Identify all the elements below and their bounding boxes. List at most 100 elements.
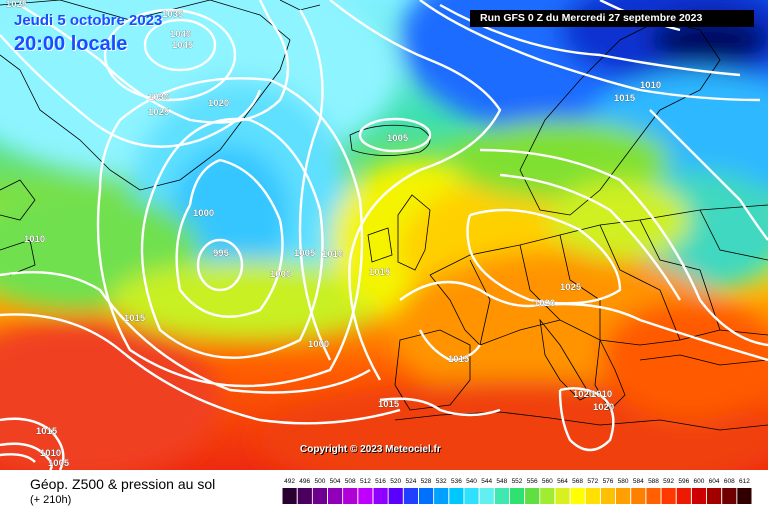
isobar-label: 1005: [48, 458, 70, 469]
isobar-label: 1000: [308, 339, 329, 350]
legend-value: 524: [405, 478, 416, 485]
legend-swatch: [494, 488, 509, 504]
legend-value: 544: [481, 478, 492, 485]
legend-swatch: [434, 488, 449, 504]
isobar-label: 1010: [640, 80, 661, 91]
legend-value: 528: [421, 478, 432, 485]
legend-value: 600: [693, 478, 704, 485]
isobar-label: 1025: [6, 0, 28, 10]
legend-swatch: [676, 488, 691, 504]
legend-swatch: [464, 488, 479, 504]
legend-value: 596: [678, 478, 689, 485]
legend-value: 540: [466, 478, 477, 485]
isobar-label: 1015: [378, 399, 400, 410]
legend-swatch: [540, 488, 555, 504]
lead-time: (+ 210h): [30, 494, 72, 506]
legend-swatch: [585, 488, 600, 504]
legend-value: 552: [512, 478, 523, 485]
legend-swatch: [358, 488, 373, 504]
legend-value: 548: [496, 478, 507, 485]
legend-value: 504: [330, 478, 341, 485]
legend-swatch: [570, 488, 585, 504]
legend-swatch: [555, 488, 570, 504]
legend-swatch: [297, 488, 312, 504]
geopotential-field: 1025 1035 1040 1045 1030 1025 1020 1005 …: [0, 0, 768, 470]
legend-value: 572: [587, 478, 598, 485]
legend-swatch: [525, 488, 540, 504]
isobar-label: 1025: [148, 107, 170, 118]
legend-value: 608: [724, 478, 735, 485]
isobar-labels: 1025 1035 1040 1045 1030 1025 1020 1005 …: [6, 0, 661, 469]
legend-swatch: [343, 488, 358, 504]
legend-value: 612: [739, 478, 750, 485]
isobar-label: 1010: [40, 448, 61, 459]
legend-value: 516: [375, 478, 386, 485]
legend-value: 568: [572, 478, 583, 485]
legend-swatch: [661, 488, 676, 504]
legend-swatch: [600, 488, 616, 504]
legend-swatch: [312, 488, 327, 504]
isobar-label: 1045: [172, 40, 194, 51]
legend-swatch: [707, 488, 722, 504]
isobar-label: 1035: [162, 9, 184, 20]
isobar-label: 1015: [124, 313, 146, 324]
legend-swatch: [282, 488, 297, 504]
legend-swatch: [449, 488, 464, 504]
legend-value: 564: [557, 478, 568, 485]
isobar-label: 1020: [208, 98, 229, 109]
legend-value: 492: [284, 478, 295, 485]
isobar-label: 1010: [24, 234, 45, 245]
isobar-label: 1005: [387, 133, 409, 144]
legend-value: 500: [314, 478, 325, 485]
legend-swatch: [373, 488, 388, 504]
legend-swatch: [388, 488, 403, 504]
legend-value: 604: [709, 478, 720, 485]
isobar-label: 1015: [614, 93, 636, 104]
legend-swatch: [646, 488, 661, 504]
run-info-banner: Run GFS 0 Z du Mercredi 27 septembre 202…: [470, 10, 754, 27]
weather-map: 1025 1035 1040 1045 1030 1025 1020 1005 …: [0, 0, 768, 470]
legend-value: 508: [345, 478, 356, 485]
color-scale-legend: 492 496 500 504 508 512 516 520 524 528 532 536 540 5…: [282, 478, 752, 504]
isobar-label: 1015: [448, 354, 470, 365]
footer: Géop. Z500 & pression au sol (+ 210h) 49…: [0, 470, 768, 512]
legend-swatch: [691, 488, 707, 504]
isobar-label: 1030: [148, 92, 169, 103]
legend-value: 592: [663, 478, 674, 485]
legend-value: 556: [527, 478, 538, 485]
legend-value: 576: [603, 478, 614, 485]
legend-swatch: [328, 488, 343, 504]
isobar-label: 995: [213, 248, 230, 259]
isobar-label: 1025: [560, 282, 582, 293]
legend-value: 588: [648, 478, 659, 485]
legend-value: 580: [618, 478, 629, 485]
local-time: 20:00 locale: [14, 33, 128, 55]
isobar-label: 1020: [593, 402, 614, 413]
isobar-label: 1010: [591, 389, 612, 400]
legend-value: 520: [390, 478, 401, 485]
legend-swatch: [403, 488, 418, 504]
copyright-notice: Copyright © 2023 Meteociel.fr: [300, 444, 441, 455]
isobar-label: 1015: [369, 267, 391, 278]
legend-swatch: [631, 488, 646, 504]
legend-swatch: [616, 488, 631, 504]
legend-swatch: [479, 488, 494, 504]
isobar-label: 1020: [534, 298, 555, 309]
product-title: Géop. Z500 & pression au sol: [30, 476, 216, 492]
legend-value: 584: [633, 478, 644, 485]
legend-value: 536: [451, 478, 462, 485]
isobar-label: 1005: [294, 248, 316, 259]
legend-swatch: [722, 488, 737, 504]
isobar-label: 1020: [573, 389, 594, 400]
legend-value: 512: [360, 478, 371, 485]
legend-value: 532: [436, 478, 447, 485]
isobar-label: 1040: [170, 29, 191, 40]
isobar-label: 1015: [36, 426, 58, 437]
isobar-label: 1000: [193, 208, 214, 219]
legend-swatch: [509, 488, 525, 504]
legend-swatch: [419, 488, 434, 504]
isobars: [0, 0, 768, 470]
isobar-label: 1000: [270, 269, 291, 280]
isobar-label: 1010: [322, 249, 343, 260]
legend-value: 496: [299, 478, 310, 485]
